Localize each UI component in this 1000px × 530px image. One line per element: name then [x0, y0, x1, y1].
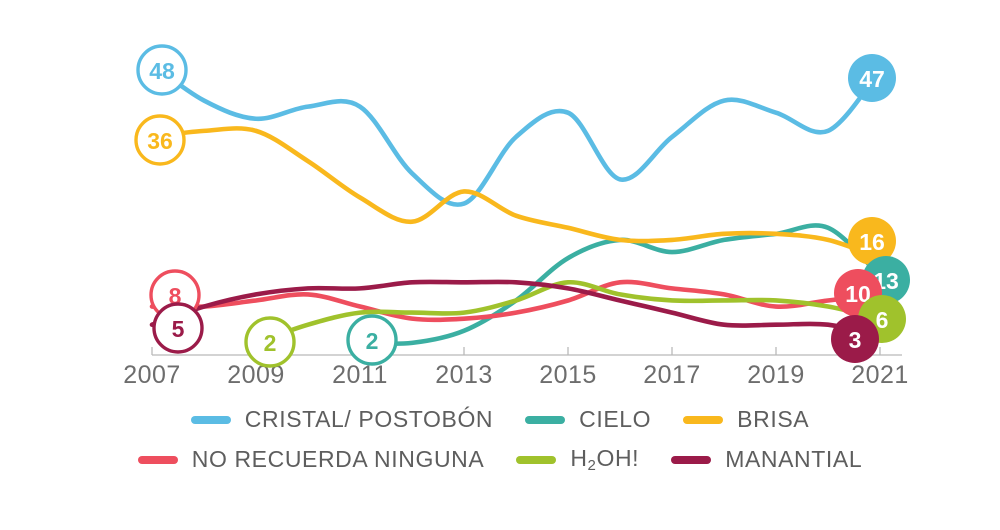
- legend-label: CIELO: [579, 406, 652, 432]
- badge-start-cristal-postob-n: 48: [136, 44, 188, 96]
- axis-label-2013: 2013: [435, 361, 493, 389]
- axis-label-2015: 2015: [539, 361, 597, 389]
- badge-start-h2oh: 2: [244, 316, 296, 368]
- series-line-5: [149, 279, 883, 340]
- legend-label: BRISA: [737, 406, 810, 432]
- legend-item-brisa[interactable]: BRISA: [683, 406, 809, 433]
- legend-label: MANANTIAL: [725, 446, 863, 472]
- badge-end-cristal-postob-n: 47: [848, 54, 896, 102]
- axis-label-2011: 2011: [332, 361, 388, 389]
- legend-swatch-icon: [671, 455, 712, 464]
- series-line-3: [149, 279, 883, 323]
- legend-swatch-icon: [137, 455, 178, 464]
- legend-row-2: NO RECUERDA NINGUNA H2OH! MANANTIAL: [0, 445, 1000, 474]
- badge-end-h2oh-text: 6: [876, 307, 889, 333]
- axis-label-2017: 2017: [643, 361, 701, 389]
- legend-item-manantial[interactable]: MANANTIAL: [671, 446, 862, 473]
- series-line-0: [149, 61, 883, 207]
- badge-start-manantial: 5: [152, 302, 204, 354]
- legend-swatch-icon: [525, 415, 566, 424]
- badge-start-cielo-text: 2: [366, 328, 379, 354]
- axis-label-2019: 2019: [747, 361, 805, 389]
- badge-start-brisa: 36: [134, 114, 186, 166]
- legend-row-1: CRISTAL/ POSTOBÓN CIELO BRISA: [0, 406, 1000, 433]
- legend-swatch-icon: [190, 415, 231, 424]
- badge-start-manantial-text: 5: [172, 316, 185, 342]
- legend-label: CRISTAL/ POSTOBÓN: [244, 406, 494, 432]
- badge-end-cristal-postob-n-text: 47: [859, 66, 885, 92]
- badge-start-brisa-text: 36: [147, 128, 173, 154]
- chart-legend: CRISTAL/ POSTOBÓN CIELO BRISA NO RECUERDA …: [0, 406, 1000, 474]
- series-line-4: [253, 280, 883, 346]
- badge-start-h2oh-text: 2: [264, 330, 277, 356]
- axis-label-2021: 2021: [851, 361, 909, 389]
- legend-swatch-icon: [516, 455, 557, 464]
- badge-start-cielo: 2: [346, 314, 398, 366]
- badge-end-manantial-text: 3: [849, 327, 862, 353]
- badge-start-cristal-postob-n-text: 48: [149, 58, 175, 84]
- legend-label: NO RECUERDA NINGUNA: [191, 446, 485, 472]
- legend-item-no-recuerda-ninguna[interactable]: NO RECUERDA NINGUNA: [137, 446, 485, 473]
- legend-label: H2OH!: [570, 445, 640, 474]
- series-layer: [149, 61, 883, 347]
- legend-item-h[interactable]: H2OH!: [516, 445, 639, 474]
- legend-item-cielo[interactable]: CIELO: [525, 406, 651, 433]
- legend-item-cristal-postob-n[interactable]: CRISTAL/ POSTOBÓN: [190, 406, 494, 433]
- x-axis: 2007 2009 2011 2013 2015 2017 2019 2021: [123, 347, 909, 389]
- badge-end-manantial: 3: [831, 315, 879, 363]
- series-line-2: [149, 126, 883, 261]
- badge-end-brisa-text: 16: [859, 229, 885, 255]
- legend-swatch-icon: [683, 415, 724, 424]
- axis-label-2007: 2007: [123, 361, 181, 389]
- badge-end-brisa: 16: [848, 217, 896, 265]
